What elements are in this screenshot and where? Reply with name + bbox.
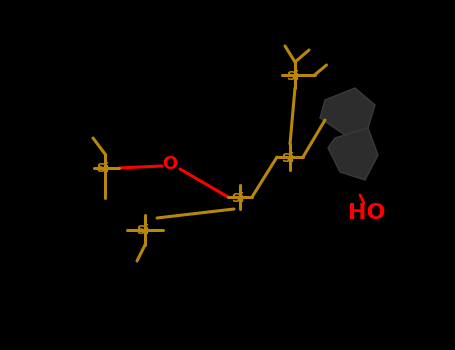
Text: O: O xyxy=(162,155,177,173)
Text: Si: Si xyxy=(136,224,150,238)
Text: Si: Si xyxy=(287,70,299,83)
Text: Si: Si xyxy=(282,152,294,164)
Polygon shape xyxy=(320,88,375,135)
Text: Si: Si xyxy=(96,162,110,175)
Polygon shape xyxy=(328,128,378,180)
Text: Si: Si xyxy=(232,191,245,204)
Text: HO: HO xyxy=(348,203,385,223)
